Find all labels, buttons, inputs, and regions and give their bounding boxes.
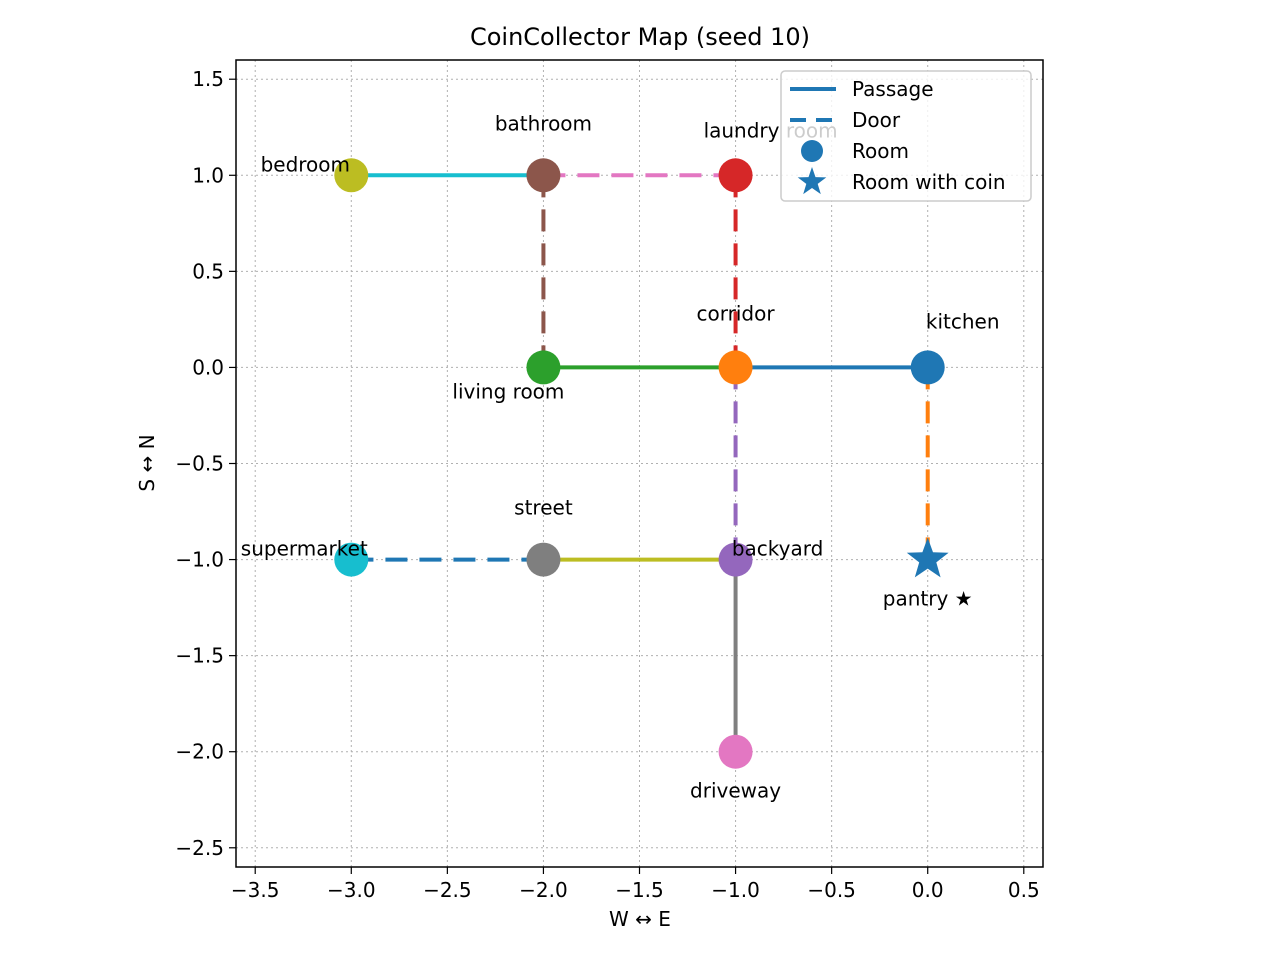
legend-coin-swatch bbox=[797, 167, 827, 195]
connections bbox=[351, 173, 930, 752]
x-tick-label: −3.5 bbox=[231, 878, 280, 902]
y-ticks: 1.5 1.0 0.5 0.0 −0.5 −1.0 −1.5 −2.0 −2.5 bbox=[175, 67, 236, 860]
x-tick-label: 0.0 bbox=[912, 878, 944, 902]
legend-label: Room with coin bbox=[852, 170, 1006, 194]
room-label-bathroom: bathroom bbox=[495, 111, 592, 135]
rooms bbox=[334, 158, 949, 769]
y-tick-label: −2.0 bbox=[175, 740, 224, 764]
x-tick-label: −2.5 bbox=[423, 878, 472, 902]
room-label-bedroom: bedroom bbox=[261, 152, 350, 176]
y-tick-label: −1.0 bbox=[175, 548, 224, 572]
room-label-corridor: corridor bbox=[697, 301, 776, 325]
y-tick-label: 1.0 bbox=[192, 163, 224, 187]
room-label-driveway: driveway bbox=[690, 779, 781, 803]
room-marker-pantry bbox=[906, 537, 949, 578]
legend-label: Door bbox=[852, 108, 901, 132]
x-tick-label: −1.0 bbox=[711, 878, 760, 902]
room-label-pantry: pantry ★ bbox=[883, 587, 973, 611]
x-tick-label: −0.5 bbox=[807, 878, 856, 902]
room-label-supermarket: supermarket bbox=[241, 537, 368, 561]
x-axis-label: W ↔ E bbox=[609, 907, 671, 931]
room-label-backyard: backyard bbox=[732, 537, 823, 561]
legend-box bbox=[780, 70, 1032, 202]
room-marker-supermarket bbox=[334, 542, 369, 577]
x-tick-label: 0.5 bbox=[1008, 878, 1040, 902]
room-label-living-room: living room bbox=[452, 379, 564, 403]
room-marker-kitchen bbox=[910, 350, 945, 385]
y-tick-label: −2.5 bbox=[175, 836, 224, 860]
legend: Passage Door Room Room with coin bbox=[780, 70, 1032, 202]
y-tick-label: 0.5 bbox=[192, 259, 224, 283]
room-marker-living-room bbox=[526, 350, 561, 385]
y-tick-label: 0.0 bbox=[192, 355, 224, 379]
room-marker-bedroom bbox=[334, 158, 369, 193]
room-marker-street bbox=[526, 542, 561, 577]
legend-label: Passage bbox=[852, 77, 934, 101]
x-ticks: −3.5 −3.0 −2.5 −2.0 −1.5 −1.0 −0.5 0.0 0.5 bbox=[231, 867, 1040, 902]
y-tick-label: −1.5 bbox=[175, 644, 224, 668]
y-axis-label: S ↔ N bbox=[135, 434, 159, 491]
legend-room-swatch bbox=[801, 140, 823, 162]
legend-label: Room bbox=[852, 139, 909, 163]
room-marker-backyard bbox=[718, 542, 753, 577]
room-label-kitchen: kitchen bbox=[926, 309, 1000, 333]
room-marker-driveway bbox=[718, 734, 753, 769]
chart-title: CoinCollector Map (seed 10) bbox=[470, 23, 810, 51]
y-tick-label: −0.5 bbox=[175, 452, 224, 476]
room-marker-bathroom bbox=[526, 158, 561, 193]
y-tick-label: 1.5 bbox=[192, 67, 224, 91]
room-label-street: street bbox=[514, 496, 573, 520]
x-tick-label: −2.0 bbox=[519, 878, 568, 902]
room-marker-laundry-room bbox=[718, 158, 753, 193]
x-tick-label: −1.5 bbox=[615, 878, 664, 902]
room-marker-corridor bbox=[718, 350, 753, 385]
x-tick-label: −3.0 bbox=[327, 878, 376, 902]
